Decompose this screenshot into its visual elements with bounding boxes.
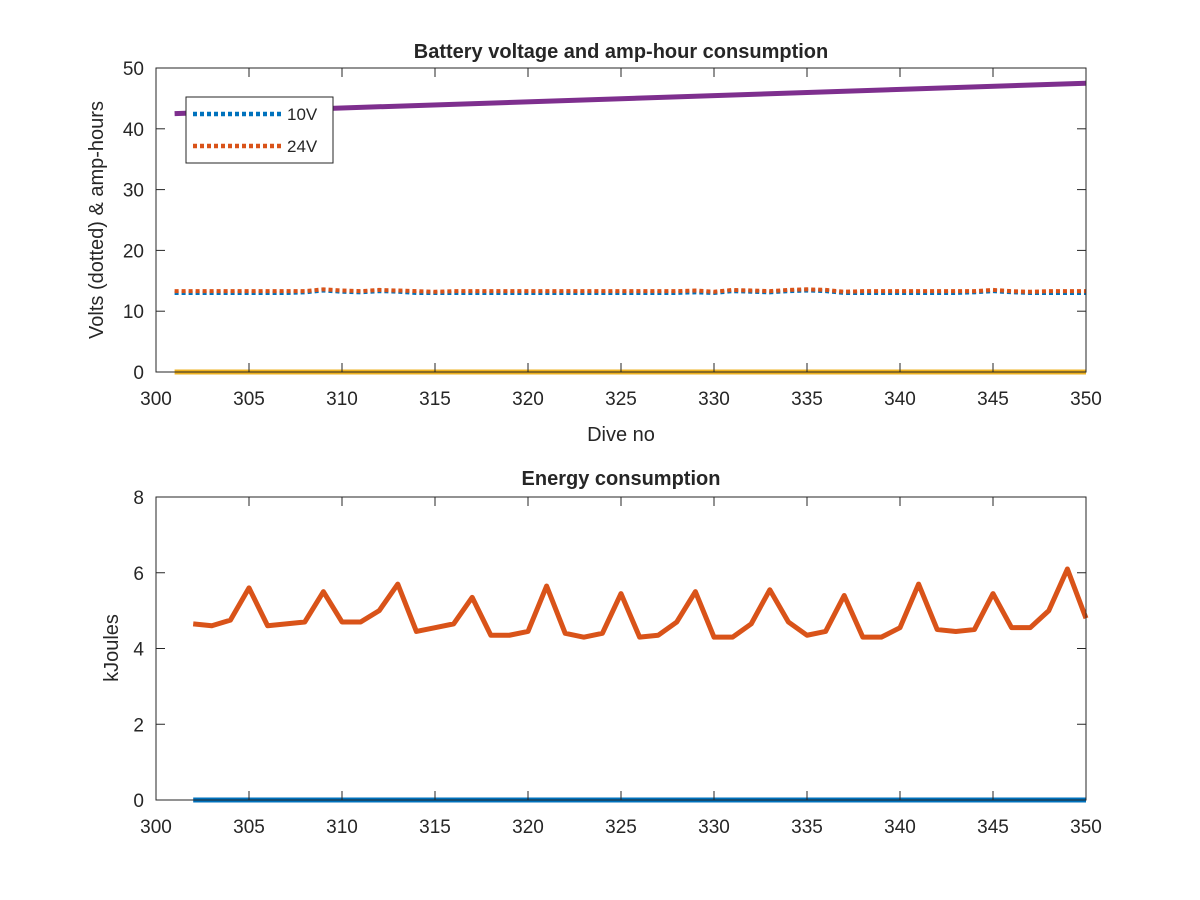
legend: 10V 24V <box>185 96 334 164</box>
voltage-chart-x-axis-label: Dive no <box>587 424 655 446</box>
voltage-chart-y-tick-label: 40 <box>123 120 144 141</box>
voltage-chart-x-tick-label: 320 <box>512 389 544 410</box>
legend-label-10v: 10V <box>287 105 318 124</box>
voltage-chart-x-tick-label: 330 <box>698 389 730 410</box>
energy-chart-x-tick-label: 335 <box>791 817 823 838</box>
voltage-chart: 300 305 310 315 320 325 330 335 340 345 350 0 10 20 30… <box>86 41 1102 446</box>
energy-chart-x-tick-label: 350 <box>1070 817 1102 838</box>
voltage-chart-x-tick-label: 340 <box>884 389 916 410</box>
voltage-chart-x-tick-label: 305 <box>233 389 265 410</box>
voltage-chart-x-tick-label: 345 <box>977 389 1009 410</box>
voltage-chart-series-24v <box>174 287 1086 294</box>
voltage-chart-x-tick-label: 350 <box>1070 389 1102 410</box>
energy-chart-y-axis-label: kJoules <box>101 614 123 682</box>
voltage-chart-y-tick-label: 0 <box>133 363 144 384</box>
energy-chart: 300 305 310 315 320 325 330 335 340 345 350 0 2 4 6 8 E… <box>101 468 1102 838</box>
energy-chart-x-tick-label: 320 <box>512 817 544 838</box>
voltage-chart-y-tick-label: 20 <box>123 241 144 262</box>
energy-chart-series-0 <box>192 566 1089 640</box>
energy-chart-y-tick-label: 0 <box>133 791 144 812</box>
energy-chart-y-tick-label: 6 <box>133 564 144 585</box>
energy-chart-y-tick-label: 2 <box>133 715 144 736</box>
energy-chart-x-tick-label: 345 <box>977 817 1009 838</box>
energy-chart-x-tick-label: 305 <box>233 817 265 838</box>
legend-label-24v: 24V <box>287 137 318 156</box>
voltage-chart-x-tick-label: 325 <box>605 389 637 410</box>
voltage-chart-y-axis-label: Volts (dotted) & amp-hours <box>86 101 108 339</box>
voltage-chart-y-tick-label: 10 <box>123 302 144 323</box>
voltage-chart-y-tick-label: 30 <box>123 181 144 202</box>
energy-chart-x-tick-label: 330 <box>698 817 730 838</box>
energy-chart-x-tick-label: 310 <box>326 817 358 838</box>
energy-chart-x-tick-label: 340 <box>884 817 916 838</box>
energy-chart-x-tick-label: 325 <box>605 817 637 838</box>
energy-chart-y-tick-label: 8 <box>133 488 144 509</box>
voltage-chart-x-tick-label: 335 <box>791 389 823 410</box>
voltage-chart-x-tick-label: 310 <box>326 389 358 410</box>
voltage-chart-x-tick-label: 300 <box>140 389 172 410</box>
energy-chart-y-tick-label: 4 <box>133 640 144 661</box>
voltage-chart-title: Battery voltage and amp-hour consumption <box>414 41 828 63</box>
energy-chart-x-tick-label: 300 <box>140 817 172 838</box>
voltage-chart-y-tick-label: 50 <box>123 59 144 80</box>
energy-chart-x-tick-label: 315 <box>419 817 451 838</box>
energy-chart-title: Energy consumption <box>522 468 721 490</box>
voltage-chart-x-tick-label: 315 <box>419 389 451 410</box>
